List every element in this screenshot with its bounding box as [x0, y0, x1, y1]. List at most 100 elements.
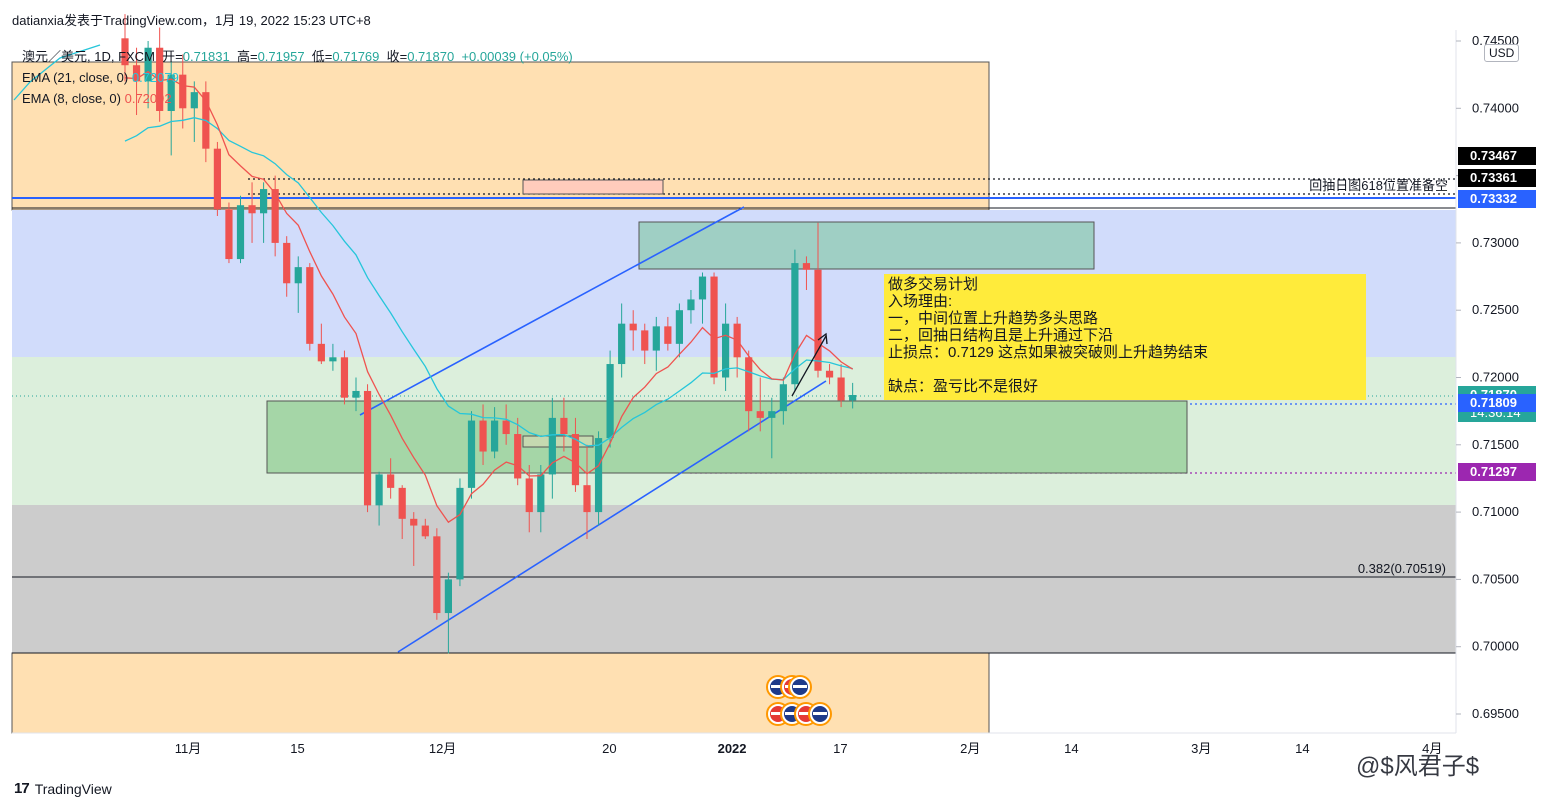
candle-body	[802, 263, 811, 270]
legend-open: 0.71831	[182, 49, 230, 64]
candle-body	[537, 474, 545, 513]
legend-symbol-row: 澳元／美元, 1D, FXCM 开=0.71831 高=0.71957 低=0.…	[22, 46, 573, 67]
price-tag[interactable]: 0.71809	[1458, 394, 1536, 413]
price-tag[interactable]: 0.73467	[1458, 147, 1536, 165]
candle-body	[745, 357, 753, 412]
candle	[433, 528, 441, 620]
candle-body	[525, 478, 533, 513]
candle-body	[825, 370, 834, 378]
tradingview-logo[interactable]: 17 TradingView	[14, 780, 112, 797]
legend-ema8-label: EMA (8, close, 0)	[22, 91, 121, 106]
candle	[156, 27, 164, 122]
candle	[179, 54, 187, 129]
candle	[502, 404, 510, 445]
price-tag[interactable]: 0.73361	[1458, 169, 1536, 187]
candle	[340, 350, 349, 405]
price-tag[interactable]: 0.73332	[1458, 190, 1536, 208]
candle-body	[583, 485, 591, 513]
ema21-line-lead	[13, 44, 101, 101]
candle-body	[156, 47, 164, 111]
y-tick-label: 0.70000	[1472, 639, 1519, 654]
plan-line	[888, 361, 1362, 378]
candle-body	[363, 390, 372, 506]
candle	[583, 444, 591, 540]
candle	[514, 417, 522, 486]
price-tag[interactable]: 0.71297	[1458, 463, 1536, 482]
x-tick-label: 4月	[1422, 741, 1442, 756]
arrow-head-icon	[817, 332, 828, 345]
candle	[664, 316, 672, 351]
x-tick-label: 20	[602, 741, 616, 756]
ema21-line	[124, 117, 853, 447]
currency-badge[interactable]: USD	[1484, 44, 1520, 62]
y-tick-label: 0.71000	[1472, 504, 1519, 519]
candle-body	[779, 384, 787, 412]
candle	[606, 350, 614, 448]
candle-body	[652, 326, 660, 351]
candle	[768, 397, 776, 459]
event-icon-stripe	[771, 712, 785, 715]
candle-body	[722, 323, 730, 378]
candle	[652, 316, 660, 371]
candle-body	[710, 276, 718, 378]
tradingview-mark-icon: 17	[14, 780, 30, 797]
candle-body	[306, 267, 314, 344]
candle	[421, 518, 429, 540]
candle-body	[479, 420, 487, 452]
small-green-box	[522, 435, 594, 448]
candle-body	[641, 330, 649, 351]
x-tick-label: 15	[290, 741, 304, 756]
plan-line: 二，回抽日结构且是上升通过下沿	[888, 327, 1114, 344]
supply-zone-box	[638, 221, 1095, 270]
legend-close: 0.71870	[407, 49, 455, 64]
candle	[271, 175, 279, 257]
candle	[132, 47, 141, 116]
candle	[594, 431, 603, 526]
legend-low: 0.71769	[332, 49, 380, 64]
candle	[375, 471, 383, 526]
event-icon-stripe	[799, 712, 813, 715]
candle-body	[571, 434, 580, 486]
legend-ema8-row[interactable]: EMA (8, close, 0) 0.72092	[22, 88, 573, 109]
candle	[248, 182, 256, 243]
candle	[144, 41, 152, 109]
candle	[548, 397, 556, 499]
candle	[571, 417, 580, 492]
x-tick-label: 14	[1295, 741, 1309, 756]
demand-zone-box	[266, 400, 1188, 474]
event-icon-stripe	[793, 685, 807, 688]
candle	[317, 323, 325, 365]
projection-arrow	[791, 335, 827, 397]
legend-symbol[interactable]: 澳元／美元, 1D, FXCM	[22, 49, 155, 64]
candle	[329, 343, 337, 371]
legend-ema21-label: EMA (21, close, 0)	[22, 70, 129, 85]
candle-body	[329, 357, 337, 362]
x-tick-label: 17	[833, 741, 847, 756]
candle	[837, 364, 845, 408]
legend-ema21-row[interactable]: EMA (21, close, 0) 0.72079	[22, 67, 573, 88]
candle	[352, 377, 360, 412]
fib-0382-label: 0.382(0.70519)	[1358, 561, 1446, 576]
ema8-line	[124, 70, 854, 524]
trade-plan-note[interactable]: 做多交易计划 入场理由: 一，中间位置上升趋势多头思路 二，回抽日结构且是上升通…	[884, 274, 1366, 400]
candle	[410, 512, 418, 566]
candle-body	[225, 209, 233, 260]
candle-body	[317, 343, 325, 362]
candle-body	[502, 420, 510, 435]
x-tick-label: 12月	[429, 741, 456, 756]
channel-upper-line	[359, 206, 745, 416]
candle	[698, 272, 707, 324]
candle-body	[340, 357, 349, 398]
candle-body	[687, 299, 695, 311]
candle-body	[756, 411, 764, 418]
legend-low-label: 低=	[311, 49, 333, 64]
candle-body	[548, 417, 556, 475]
candle	[779, 377, 787, 425]
candle	[560, 397, 568, 452]
candle-body	[179, 74, 187, 109]
plan-line: 做多交易计划	[888, 276, 979, 293]
candle-body	[514, 434, 522, 479]
candle	[456, 478, 464, 587]
candle-body	[791, 263, 799, 385]
